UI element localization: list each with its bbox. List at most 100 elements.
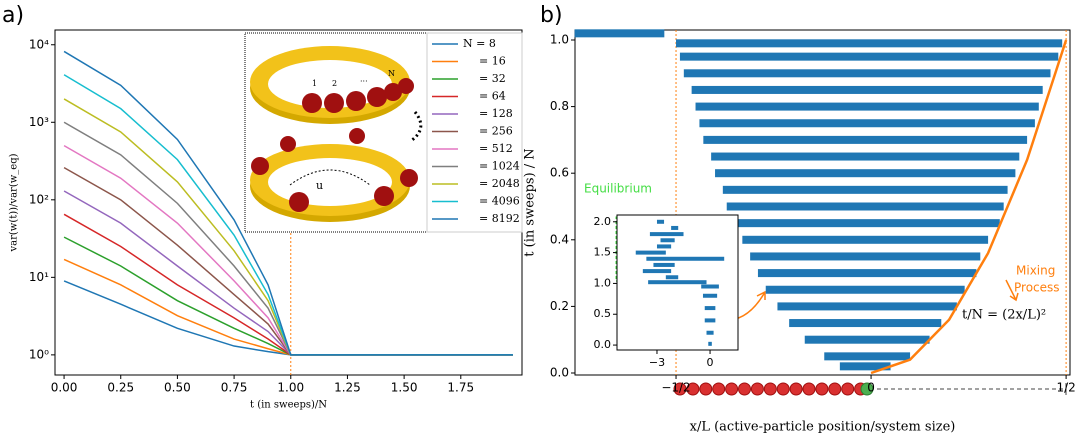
y-tick-label: 10¹ — [29, 270, 49, 284]
trajectory-span — [691, 85, 1043, 94]
trajectory-span — [789, 319, 942, 328]
trajectory-span — [649, 232, 684, 237]
y-tick-label: 1.5 — [594, 246, 612, 259]
trajectory-span — [656, 219, 665, 224]
trajectory-span — [646, 256, 725, 261]
trajectory-span — [824, 352, 911, 361]
y-tick-label: 10⁰ — [29, 347, 49, 361]
trajectory-span — [703, 135, 1028, 144]
legend-label: = 1024 — [479, 160, 520, 173]
x-tick-label: 0.75 — [221, 381, 248, 395]
legend-label: = 16 — [479, 55, 506, 68]
legend-label: = 2048 — [479, 177, 520, 190]
trajectory-span — [635, 250, 666, 255]
x-tick-label: −3 — [649, 356, 665, 369]
y-tick-label: 0.0 — [550, 366, 569, 380]
y-axis-label: t (in sweeps) / N — [523, 148, 538, 256]
y-tick-label: 1.0 — [594, 276, 612, 289]
trajectory-span — [804, 335, 930, 344]
particle — [673, 382, 687, 396]
x-tick-label: 0.25 — [107, 381, 134, 395]
legend-label: = 256 — [479, 125, 513, 138]
x-tick-label: 0 — [867, 381, 875, 395]
x-axis-label: x/L (active-particle position/system siz… — [690, 420, 956, 435]
trajectory-span — [742, 235, 989, 244]
y-tick-label: 1.0 — [550, 32, 569, 46]
ring-label: 2 — [332, 79, 337, 88]
y-tick-label: 0.5 — [594, 307, 612, 320]
particle — [776, 382, 790, 396]
legend-label: = 32 — [479, 72, 506, 85]
trajectory-span — [656, 244, 672, 249]
arrow — [1005, 279, 1019, 302]
trajectory-span — [704, 318, 716, 323]
x-tick-label: 1.00 — [277, 381, 304, 395]
particle — [802, 382, 816, 396]
trajectory-span — [706, 330, 714, 335]
y-axis-label: var(w(t))/var(w_eq) — [9, 153, 20, 252]
trajectory-span — [653, 262, 675, 267]
trajectory-span — [708, 341, 712, 346]
particle — [815, 382, 829, 396]
trajectory-span — [839, 362, 891, 371]
particle — [738, 382, 751, 396]
y-tick-label: 0.4 — [550, 232, 569, 246]
annotation: Process — [1014, 281, 1060, 295]
trajectory-span — [722, 185, 1008, 194]
panel-label: b) — [540, 3, 563, 28]
legend-frame — [426, 32, 523, 233]
particle-row — [673, 382, 1067, 396]
trajectory-span — [750, 252, 981, 261]
y-tick-label: 0.6 — [550, 166, 569, 180]
particle — [699, 382, 713, 396]
particle — [686, 382, 700, 396]
formula: t/N = (2x/L)² — [962, 308, 1046, 323]
trajectory-span — [726, 202, 1004, 211]
y-tick-label: 10⁴ — [29, 37, 49, 51]
trajectory-span — [695, 102, 1039, 111]
series-line — [63, 258, 513, 356]
trajectory-span — [702, 293, 718, 298]
trajectory-span — [574, 29, 665, 38]
x-tick-label: −1/2 — [661, 381, 690, 395]
trajectory-span — [679, 52, 1059, 61]
trajectory-span — [699, 119, 1035, 128]
trajectory-span — [683, 69, 1051, 78]
trajectory-span — [660, 238, 675, 243]
panel-label: a) — [2, 3, 24, 28]
particle — [750, 382, 764, 396]
ring-illustration — [244, 32, 428, 233]
x-tick-label: 0 — [707, 356, 714, 369]
x-axis-label: t (in sweeps)/N — [250, 400, 327, 411]
trajectory-span — [734, 219, 1000, 228]
particle — [828, 382, 842, 396]
y-tick-label: 0.2 — [550, 299, 569, 313]
annotation: Mixing — [1016, 264, 1055, 278]
trajectory-span — [665, 275, 679, 280]
ring-label: 1 — [312, 79, 317, 88]
legend-label: = 512 — [479, 142, 513, 155]
particle — [841, 382, 855, 396]
x-tick-label: 1.25 — [334, 381, 361, 395]
ring-label: u — [316, 179, 323, 192]
ring-label: ··· — [360, 77, 368, 86]
trajectory-span — [765, 285, 965, 294]
trajectory-span — [648, 280, 707, 285]
legend-label: = 64 — [479, 90, 506, 103]
y-tick-label: 2.0 — [594, 215, 612, 228]
x-tick-label: 0.00 — [51, 381, 78, 395]
particle — [725, 382, 739, 396]
particle — [763, 382, 777, 396]
trajectory-span — [671, 225, 679, 230]
series-line — [63, 280, 513, 356]
trajectory-span — [715, 169, 1016, 178]
legend-label: N = 8 — [463, 37, 496, 50]
y-tick-label: 0.8 — [550, 99, 569, 113]
annotation: Equilibrium — [584, 182, 652, 196]
trajectory-span — [704, 306, 716, 311]
particle — [789, 382, 803, 396]
series-line — [63, 236, 513, 356]
trajectory-span — [701, 284, 719, 289]
x-tick-label: 1.75 — [447, 381, 474, 395]
